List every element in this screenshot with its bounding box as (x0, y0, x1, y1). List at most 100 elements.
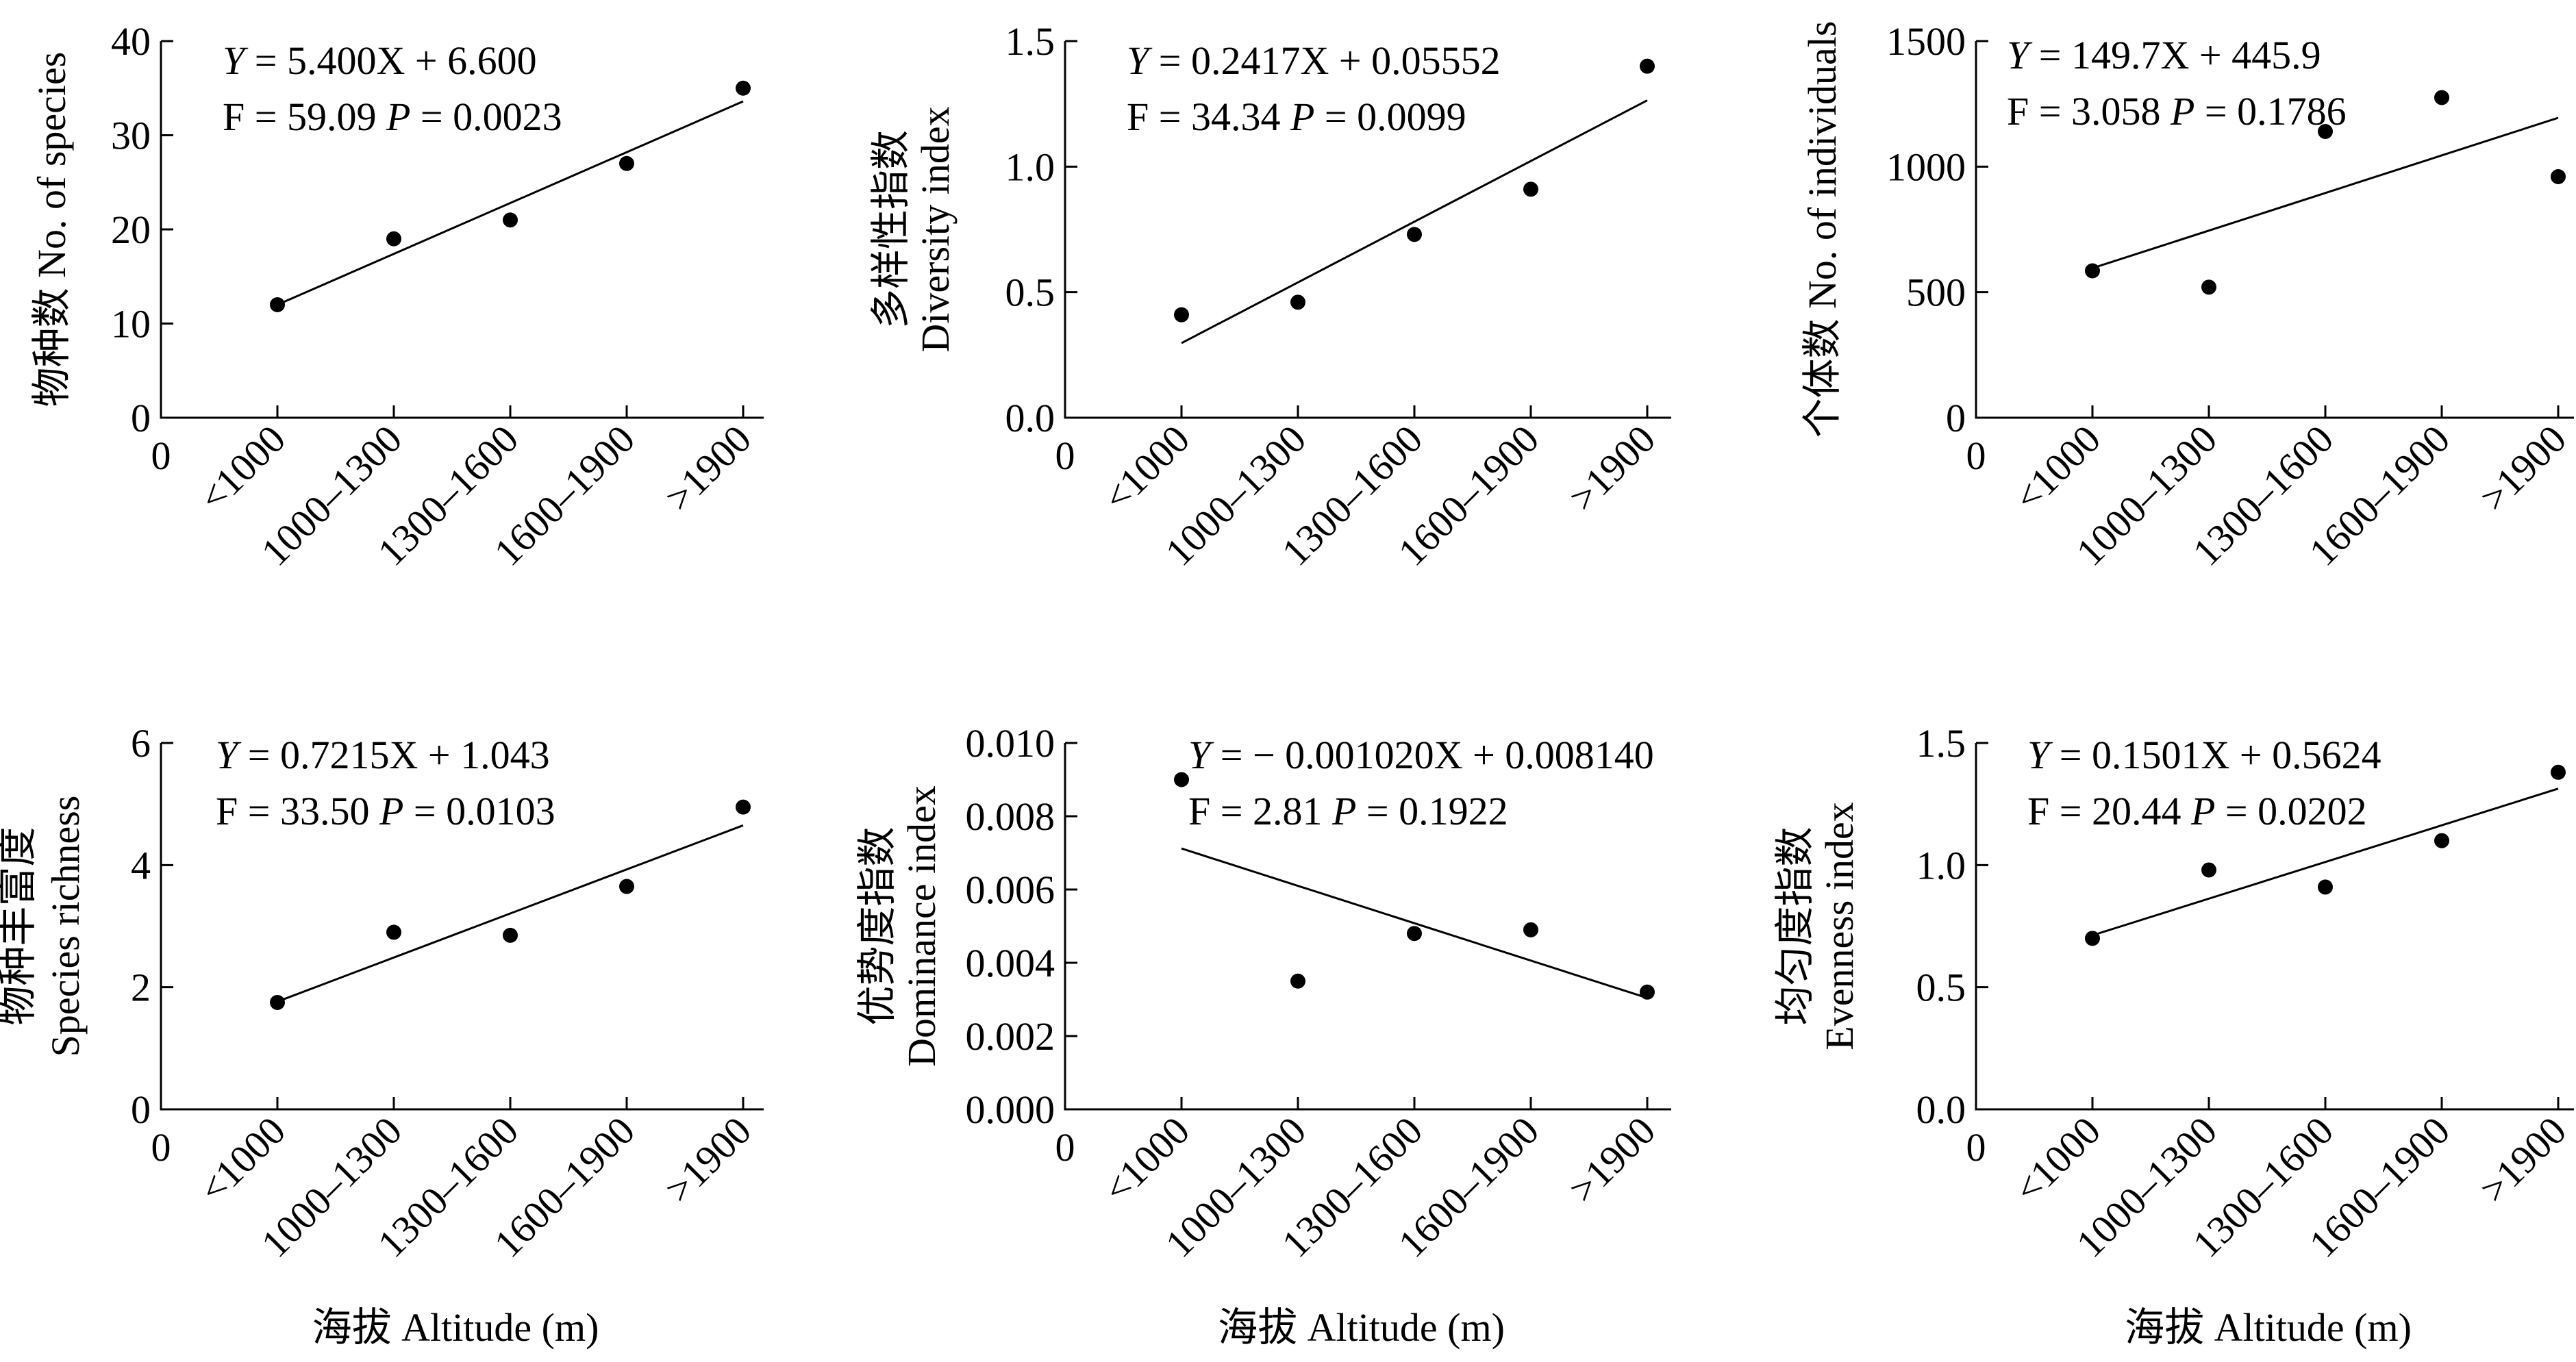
y-tick-label: 0.0 (1916, 1087, 1966, 1132)
data-point (386, 231, 401, 247)
equation-y-symbol: Y (2027, 733, 2053, 777)
regression-line (277, 100, 744, 306)
f-statistic: F = 2.81 (1188, 789, 1332, 833)
x-tick-label: >1900 (1560, 416, 1664, 520)
data-point (1523, 181, 1538, 197)
data-point (2085, 931, 2100, 946)
y-tick-label: 0.006 (966, 868, 1055, 912)
data-point (2318, 879, 2333, 895)
data-point (1640, 58, 1655, 74)
regression-equation: Y = 0.7215X + 1.043 (216, 733, 550, 777)
y-tick-label: 40 (111, 19, 151, 64)
f-statistic: F = 34.34 (1127, 94, 1290, 139)
p-symbol: P (379, 789, 403, 833)
y-axis-label: Evenness index (1817, 802, 1862, 1050)
regression-statistics: F = 20.44 P = 0.0202 (2027, 789, 2367, 833)
data-point (2085, 263, 2100, 279)
p-value: = 0.0103 (403, 789, 555, 833)
data-point (1640, 984, 1655, 1000)
x-origin-label: 0 (1055, 433, 1075, 478)
y-tick-label: 0.0 (1005, 396, 1055, 440)
y-axis-label: 多样性指数 (868, 130, 913, 329)
p-symbol: P (1331, 789, 1356, 833)
data-point (1290, 973, 1305, 989)
y-tick-label: 1.5 (1916, 721, 1966, 766)
p-value: = 0.1922 (1356, 789, 1508, 833)
regression-line (1181, 847, 1648, 999)
equation-y-symbol: Y (2007, 33, 2033, 77)
regression-statistics: F = 34.34 P = 0.0099 (1127, 94, 1466, 139)
y-tick-label: 1.0 (1005, 144, 1055, 189)
regression-statistics: F = 3.058 P = 0.1786 (2007, 89, 2347, 134)
y-tick-label: 0.5 (1005, 270, 1055, 315)
y-tick-label: 1000 (1886, 144, 1966, 189)
regression-line (2092, 116, 2559, 270)
equation-body: = 5.400X + 6.600 (245, 38, 536, 83)
x-axis-label: 海拔 Altitude (m) (1218, 1305, 1505, 1350)
p-value: = 0.0202 (2215, 789, 2366, 833)
y-axis-label: Species richness (43, 796, 88, 1057)
y-tick-label: 0 (131, 396, 151, 440)
data-point (386, 924, 401, 940)
regression-statistics: F = 2.81 P = 0.1922 (1188, 789, 1508, 833)
regression-line (2092, 787, 2559, 937)
regression-equation: Y = 5.400X + 6.600 (223, 38, 537, 83)
f-statistic: F = 20.44 (2027, 789, 2191, 833)
data-point (270, 994, 285, 1010)
chart-panel: 0.00.51.01.50 <10001000–13001300–16001600… (1773, 721, 2575, 1350)
f-statistic: F = 3.058 (2007, 89, 2171, 134)
f-statistic: F = 59.09 (223, 94, 386, 139)
y-tick-label: 0 (131, 1087, 151, 1132)
equation-y-symbol: Y (223, 38, 249, 83)
y-axis-label: 均匀度指数 (1773, 827, 1817, 1025)
y-tick-label: 0.002 (966, 1014, 1055, 1059)
p-symbol: P (2170, 89, 2194, 134)
data-point (2551, 169, 2566, 184)
regression-equation: Y = 0.1501X + 0.5624 (2027, 733, 2381, 777)
data-point (2434, 833, 2449, 848)
y-tick-label: 2 (131, 966, 151, 1010)
p-value: = 0.0099 (1314, 94, 1466, 139)
y-tick-label: 500 (1906, 270, 1966, 315)
regression-statistics: F = 59.09 P = 0.0023 (223, 94, 562, 139)
data-point (1174, 307, 1189, 323)
data-point (1407, 227, 1422, 242)
p-value: = 0.1786 (2194, 89, 2346, 134)
data-point (736, 80, 751, 96)
x-origin-label: 0 (151, 433, 171, 478)
data-point (2318, 124, 2333, 139)
data-point (1523, 922, 1538, 937)
y-tick-label: 1500 (1886, 19, 1966, 64)
y-tick-label: 20 (111, 207, 151, 252)
x-tick-label: >1900 (2471, 1108, 2575, 1211)
x-axis-label: 海拔 Altitude (m) (312, 1305, 599, 1350)
equation-y-symbol: Y (1188, 733, 1214, 777)
x-tick-label: <1000 (1095, 416, 1198, 520)
x-tick-label: <1000 (190, 1108, 294, 1211)
data-point (2201, 279, 2216, 295)
y-tick-label: 4 (131, 843, 151, 887)
regression-line (1181, 99, 1648, 344)
data-point (2201, 862, 2216, 878)
y-tick-label: 0 (1946, 396, 1966, 440)
x-tick-label: <1000 (2005, 1108, 2109, 1211)
y-axis-label: 物种数 No. of species (29, 52, 74, 407)
chart-panel: 0.00.51.01.50 <10001000–13001300–16001600… (868, 19, 1671, 575)
x-tick-label: >1900 (656, 416, 760, 520)
p-symbol: P (2190, 789, 2215, 833)
p-value: = 0.0023 (410, 94, 562, 139)
x-tick-label: >1900 (1560, 1108, 1664, 1211)
regression-line (277, 824, 744, 1003)
p-symbol: P (386, 94, 410, 139)
regression-statistics: F = 33.50 P = 0.0103 (216, 789, 555, 833)
x-tick-label: <1000 (2005, 416, 2109, 520)
y-axis-label: 个体数 No. of individuals (1800, 21, 1845, 438)
x-origin-label: 0 (1966, 1125, 1986, 1170)
y-axis-label: 优势度指数 (855, 827, 899, 1025)
y-tick-label: 30 (111, 114, 151, 158)
x-origin-label: 0 (1055, 1125, 1075, 1170)
